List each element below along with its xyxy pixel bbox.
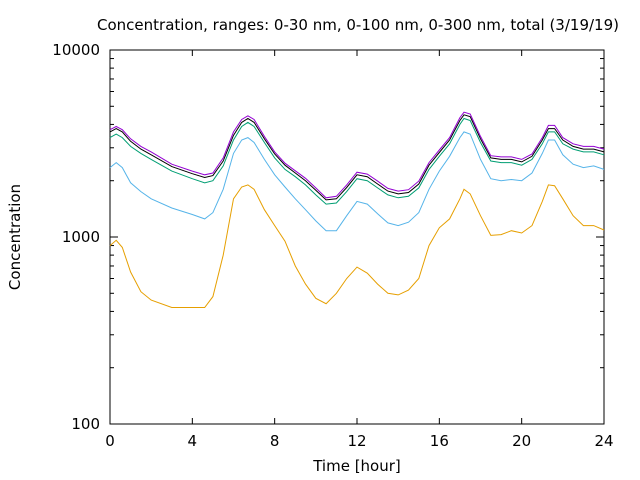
x-tick-label: 12 (347, 432, 366, 450)
x-tick-label: 24 (594, 432, 613, 450)
y-tick-label: 1000 (62, 228, 100, 246)
y-tick-label: 10000 (52, 41, 100, 59)
y-axis-label: Concentration (6, 184, 24, 290)
x-tick-label: 16 (430, 432, 449, 450)
x-tick-label: 20 (512, 432, 531, 450)
series-line-1 (109, 184, 605, 308)
series-line-2 (109, 131, 605, 232)
plot-frame (109, 49, 605, 425)
series-line-3 (109, 117, 605, 205)
series-layer (109, 111, 605, 308)
x-axis-label: Time [hour] (312, 457, 401, 475)
y-minor-ticks (110, 58, 604, 369)
series-line-4 (109, 114, 605, 201)
series-line-5 (109, 111, 605, 199)
x-tick-label: 4 (188, 432, 198, 450)
chart-title: Concentration, ranges: 0-30 nm, 0-100 nm… (97, 16, 619, 34)
x-tick-label: 0 (105, 432, 115, 450)
ticks: 0 4 8 12 16 20 24 100 1000 10000 (52, 41, 613, 450)
x-tick-label: 8 (270, 432, 280, 450)
y-tick-label: 100 (71, 415, 100, 433)
